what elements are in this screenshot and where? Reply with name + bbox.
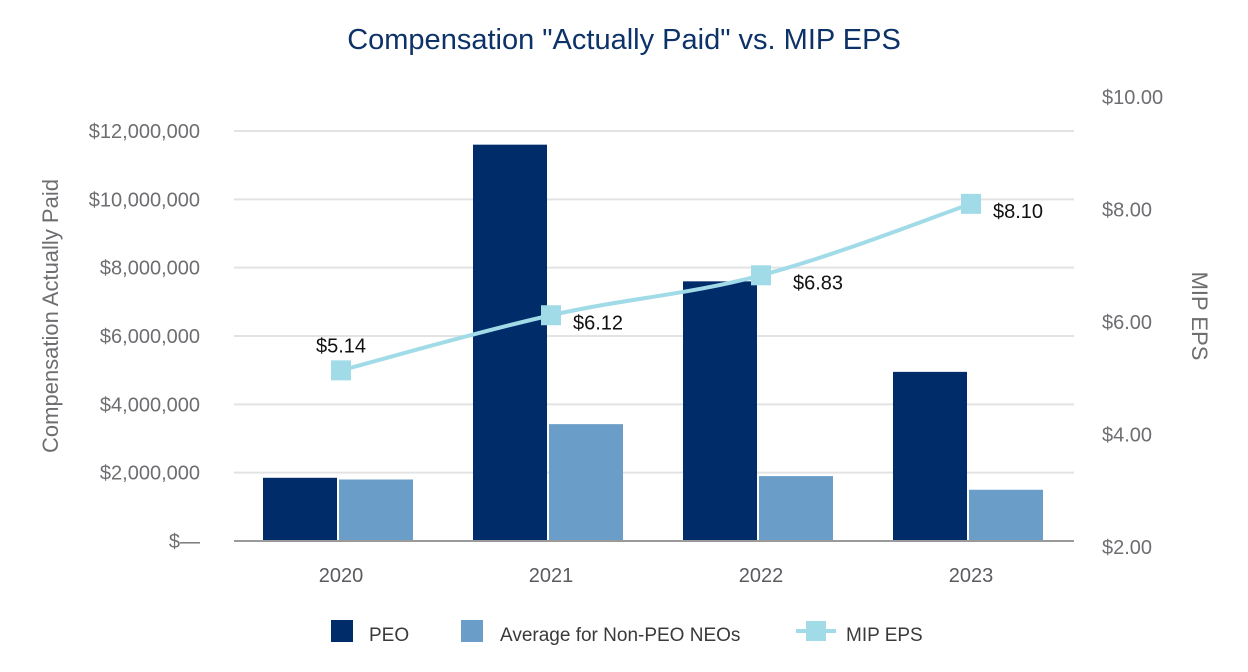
eps-data-label: $8.10 (993, 201, 1043, 223)
eps-marker (751, 265, 771, 286)
eps-line-series: $5.14 $6.12 $6.83 $8.10 (316, 193, 1043, 381)
bar-peo (683, 281, 757, 541)
x-tick-label: 2020 (319, 565, 364, 587)
y-tick-label: $— (169, 531, 200, 553)
y2-tick-label: $8.00 (1102, 200, 1152, 222)
x-tick-label: 2022 (739, 565, 784, 587)
bar-peo (263, 477, 337, 541)
bar-peo (473, 144, 547, 541)
x-tick-label: 2021 (529, 565, 574, 587)
eps-data-label: $5.14 (316, 335, 366, 357)
eps-data-label: $6.12 (573, 312, 623, 334)
eps-marker (331, 360, 351, 381)
y-tick-label: $4,000,000 (100, 394, 200, 416)
left-axis-ticks: $— $2,000,000 $4,000,000 $6,000,000 $8,000,0… (89, 121, 200, 553)
legend-marker-eps (806, 621, 826, 641)
legend-label-peo: PEO (369, 625, 409, 646)
y-tick-label: $10,000,000 (89, 189, 200, 211)
x-tick-label: 2023 (949, 565, 994, 587)
y-tick-label: $12,000,000 (89, 121, 200, 143)
y2-tick-label: $6.00 (1102, 312, 1152, 334)
eps-line (340, 201, 972, 373)
y-tick-label: $2,000,000 (100, 463, 200, 485)
legend-swatch-peo (331, 620, 353, 642)
bar-series (263, 144, 1043, 541)
right-axis-ticks: $2.00 $4.00 $6.00 $8.00 $10.00 (1102, 87, 1163, 559)
bar-non-peo-neos (969, 489, 1043, 541)
bar-non-peo-neos (759, 476, 833, 541)
bar-non-peo-neos (339, 479, 413, 541)
eps-data-label: $6.83 (793, 272, 843, 294)
bar-peo (893, 371, 967, 541)
eps-marker (961, 193, 981, 214)
legend: PEO Average for Non-PEO NEOs MIP EPS (331, 620, 923, 646)
y-axis-label: Compensation Actually Paid (38, 179, 63, 453)
y-tick-label: $8,000,000 (100, 258, 200, 280)
legend-label-eps: MIP EPS (846, 625, 923, 646)
x-axis-ticks: 2020 2021 2022 2023 (319, 565, 994, 587)
eps-marker (541, 305, 561, 326)
legend-label-non-peo-neos: Average for Non-PEO NEOs (500, 625, 740, 646)
y2-tick-label: $4.00 (1102, 425, 1152, 447)
y2-tick-label: $10.00 (1102, 87, 1163, 109)
gridlines (234, 130, 1074, 474)
y2-tick-label: $2.00 (1102, 537, 1152, 559)
legend-swatch-non-peo-neos (461, 620, 483, 642)
y2-axis-label: MIP EPS (1187, 272, 1212, 361)
chart-title: Compensation "Actually Paid" vs. MIP EPS (347, 24, 901, 56)
bar-non-peo-neos (549, 424, 623, 541)
y-tick-label: $6,000,000 (100, 326, 200, 348)
